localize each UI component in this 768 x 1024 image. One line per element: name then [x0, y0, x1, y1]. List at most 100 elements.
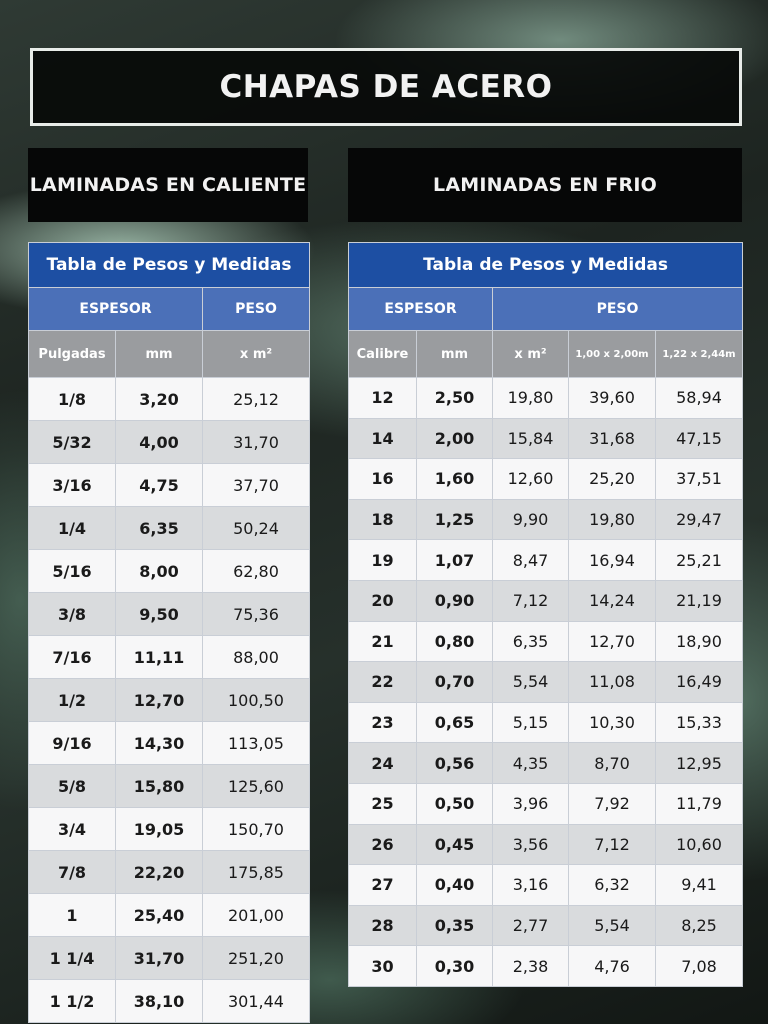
table-caption: Tabla de Pesos y Medidas: [347, 242, 744, 288]
table-cell: 11,08: [568, 661, 656, 703]
table-cell: 3/16: [28, 463, 116, 507]
hot-rolled-heading: LAMINADAS EN CALIENTE: [28, 148, 308, 222]
table-row: 1 1/4 31,70 251,20: [28, 936, 310, 980]
group-header-espesor: ESPESOR: [28, 287, 203, 331]
table-cell: 19,80: [492, 377, 569, 419]
hot-rolled-table: Tabla de Pesos y Medidas ESPESOR PESO Pu…: [28, 242, 310, 1023]
table-cell: 14,30: [115, 721, 203, 765]
table-row: 21 0,80 6,35 12,70 18,90: [348, 620, 744, 663]
table-row: 23 0,65 5,15 10,30 15,33: [348, 701, 744, 744]
table-cell: 0,35: [416, 904, 493, 947]
table-cell: 113,05: [202, 721, 310, 765]
table-cell: 0,90: [416, 579, 493, 622]
table-cell: 88,00: [202, 635, 310, 679]
column-header: Calibre: [348, 330, 417, 378]
table-row: 1/4 6,35 50,24: [28, 506, 310, 550]
column-header: x m²: [202, 330, 310, 378]
table-cell: 37,51: [654, 458, 744, 500]
table-cell: 0,45: [416, 823, 493, 866]
table-cell: 2,00: [416, 417, 493, 460]
table-cell: 25: [348, 782, 417, 825]
table-cell: 8,25: [654, 904, 744, 947]
table-row: 24 0,56 4,35 8,70 12,95: [348, 742, 744, 784]
table-row: 20 0,90 7,12 14,24 21,19: [348, 579, 744, 622]
table-cell: 0,56: [416, 742, 493, 784]
table-cell: 2,38: [492, 945, 569, 987]
table-cell: 22: [348, 661, 417, 703]
table-cell: 1,60: [416, 458, 493, 500]
table-cell: 1/4: [28, 506, 116, 550]
title-banner: CHAPAS DE ACERO: [30, 48, 742, 126]
column-header: x m²: [492, 330, 569, 378]
table-cell: 4,75: [115, 463, 203, 507]
table-cell: 38,10: [115, 979, 203, 1023]
group-header-peso: PESO: [491, 287, 744, 331]
table-cell: 1/2: [28, 678, 116, 722]
table-cell: 18,90: [654, 620, 744, 663]
table-cell: 5/8: [28, 764, 116, 808]
column-header: mm: [416, 330, 493, 378]
table-cell: 100,50: [202, 678, 310, 722]
table-cell: 12,60: [492, 458, 569, 500]
table-cell: 3,96: [492, 782, 569, 825]
table-cell: 29,47: [654, 498, 744, 541]
table-row: 1/8 3,20 25,12: [28, 377, 310, 421]
table-cell: 39,60: [568, 377, 656, 419]
table-cell: 31,70: [202, 420, 310, 464]
table-cell: 25,12: [202, 377, 310, 421]
table-row: 7/8 22,20 175,85: [28, 850, 310, 894]
table-cell: 10,60: [654, 823, 744, 866]
table-cell: 6,35: [115, 506, 203, 550]
table-cell: 125,60: [202, 764, 310, 808]
table-cell: 0,50: [416, 782, 493, 825]
table-cell: 2,77: [492, 904, 569, 947]
table-cell: 1,25: [416, 498, 493, 541]
table-cell: 175,85: [202, 850, 310, 894]
column-header: mm: [115, 330, 203, 378]
table-cell: 14,24: [568, 579, 656, 622]
table-cell: 7,08: [654, 945, 744, 987]
table-cell: 25,20: [568, 458, 656, 500]
table-cell: 8,70: [568, 742, 656, 784]
table-cell: 5,54: [568, 904, 656, 947]
table-cell: 47,15: [654, 417, 744, 460]
table-cell: 30: [348, 945, 417, 987]
table-cell: 12,70: [568, 620, 656, 663]
table-cell: 0,30: [416, 945, 493, 987]
table-cell: 7,12: [568, 823, 656, 866]
table-row: 30 0,30 2,38 4,76 7,08: [348, 945, 744, 987]
table-cell: 27: [348, 864, 417, 906]
table-cell: 58,94: [654, 377, 744, 419]
table-cell: 1 1/4: [28, 936, 116, 980]
table-cell: 201,00: [202, 893, 310, 937]
table-cell: 3,16: [492, 864, 569, 906]
cold-rolled-heading: LAMINADAS EN FRIO: [348, 148, 742, 222]
table-cell: 8,00: [115, 549, 203, 593]
table-cell: 11,79: [654, 782, 744, 825]
table-cell: 3/4: [28, 807, 116, 851]
table-cell: 150,70: [202, 807, 310, 851]
table-cell: 7,92: [568, 782, 656, 825]
table-cell: 6,35: [492, 620, 569, 663]
table-cell: 7/8: [28, 850, 116, 894]
table-row: 12 2,50 19,80 39,60 58,94: [348, 377, 744, 419]
table-cell: 2,50: [416, 377, 493, 419]
table-row: 5/16 8,00 62,80: [28, 549, 310, 593]
table-cell: 15,33: [654, 701, 744, 744]
table-cell: 24: [348, 742, 417, 784]
table-row: 18 1,25 9,90 19,80 29,47: [348, 498, 744, 541]
table-row: 7/16 11,11 88,00: [28, 635, 310, 679]
table-row: 3/16 4,75 37,70: [28, 463, 310, 507]
column-header: 1,00 x 2,00m: [568, 330, 656, 378]
table-cell: 7/16: [28, 635, 116, 679]
table-cell: 0,40: [416, 864, 493, 906]
table-cell: 12,70: [115, 678, 203, 722]
table-row: 1 1/2 38,10 301,44: [28, 979, 310, 1023]
table-cell: 26: [348, 823, 417, 866]
table-cell: 251,20: [202, 936, 310, 980]
table-row: 5/8 15,80 125,60: [28, 764, 310, 808]
table-row: 14 2,00 15,84 31,68 47,15: [348, 417, 744, 460]
page-title: CHAPAS DE ACERO: [219, 69, 553, 105]
table-cell: 21,19: [654, 579, 744, 622]
table-cell: 23: [348, 701, 417, 744]
